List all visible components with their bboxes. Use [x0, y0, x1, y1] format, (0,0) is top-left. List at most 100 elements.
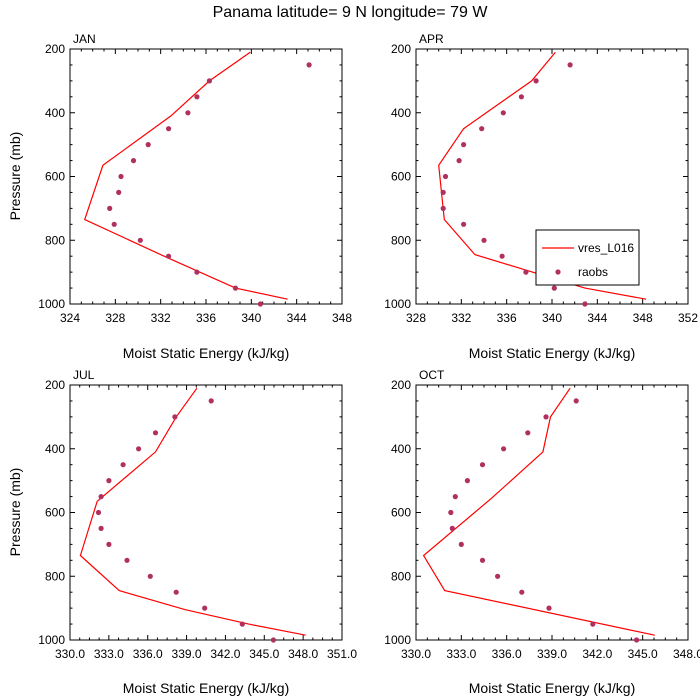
x-tick-label: 339.0	[537, 647, 567, 661]
data-point-raobs	[111, 221, 117, 227]
y-tick-label: 1000	[384, 633, 411, 647]
y-tick-label: 600	[391, 506, 411, 520]
x-tick-label: 348.0	[288, 647, 318, 661]
x-axis-title: Moist Static Energy (kJ/kg)	[123, 680, 290, 696]
data-point-raobs	[166, 253, 172, 259]
data-point-raobs	[456, 158, 462, 164]
data-point-raobs	[479, 557, 486, 563]
y-tick-label: 400	[391, 442, 411, 456]
x-tick-label: 344	[587, 311, 607, 325]
x-tick-label: 342.0	[210, 647, 240, 661]
x-tick-label: 348.0	[673, 647, 700, 661]
data-point-raobs	[152, 430, 159, 436]
data-point-raobs	[257, 301, 263, 307]
data-point-raobs	[519, 589, 525, 595]
x-axis-title: Moist Static Energy (kJ/kg)	[469, 680, 636, 696]
data-point-raobs	[448, 509, 454, 516]
data-point-raobs	[106, 541, 112, 548]
x-tick-label: 344	[287, 311, 307, 325]
y-tick-label: 600	[45, 170, 65, 184]
data-point-raobs	[440, 189, 446, 195]
data-point-raobs	[525, 430, 531, 436]
panel-label: JUL	[73, 368, 95, 382]
data-point-raobs	[107, 205, 113, 211]
data-point-raobs	[232, 285, 239, 291]
x-tick-label: 336	[497, 311, 517, 325]
data-point-raobs	[501, 446, 507, 452]
x-tick-label: 336.0	[492, 647, 522, 661]
data-point-raobs	[479, 126, 485, 132]
x-tick-label: 328	[105, 311, 125, 325]
series-line-vres-l016	[422, 387, 655, 636]
x-tick-label: 352	[678, 311, 698, 325]
x-tick-label: 348	[332, 311, 352, 325]
plot-frame	[415, 384, 689, 641]
data-point-raobs	[582, 301, 588, 307]
data-point-raobs	[239, 621, 245, 627]
data-point-raobs	[533, 78, 539, 84]
data-point-raobs	[573, 398, 579, 404]
data-point-raobs	[518, 94, 525, 100]
data-point-raobs	[185, 110, 191, 116]
data-point-raobs	[634, 637, 640, 643]
x-tick-label: 339.0	[172, 647, 202, 661]
data-point-raobs	[461, 221, 467, 227]
x-tick-label: 340	[542, 311, 562, 325]
data-point-raobs	[479, 462, 486, 468]
data-point-raobs	[166, 126, 172, 132]
panel-label: OCT	[419, 368, 445, 382]
panel-label: JAN	[73, 32, 96, 46]
y-tick-label: 400	[391, 106, 411, 120]
legend-point-swatch	[555, 269, 561, 275]
legend-box	[535, 229, 640, 286]
data-point-raobs	[551, 285, 557, 291]
x-tick-label: 336	[196, 311, 216, 325]
legend: vres_L016 raobs	[535, 229, 640, 286]
data-point-raobs	[546, 605, 552, 611]
data-point-raobs	[440, 205, 446, 211]
data-point-raobs	[461, 142, 467, 148]
y-tick-label: 400	[45, 106, 65, 120]
x-tick-label: 333.0	[446, 647, 476, 661]
y-tick-label: 200	[45, 378, 65, 392]
x-tick-label: 336.0	[133, 647, 163, 661]
x-tick-label: 348	[633, 311, 653, 325]
legend-label-obs: raobs	[578, 265, 608, 279]
data-point-raobs	[458, 541, 464, 548]
data-point-raobs	[194, 94, 200, 100]
data-point-raobs	[136, 446, 142, 452]
data-point-raobs	[523, 269, 529, 275]
x-tick-label: 332	[451, 311, 471, 325]
y-tick-label: 800	[45, 233, 65, 247]
data-point-raobs	[449, 525, 455, 532]
data-point-raobs	[202, 605, 208, 611]
data-point-raobs	[145, 142, 151, 148]
data-point-raobs	[124, 557, 130, 563]
data-point-raobs	[590, 621, 596, 627]
x-axis-title: Moist Static Energy (kJ/kg)	[123, 345, 290, 361]
data-point-raobs	[118, 173, 124, 180]
series-line-vres-l016	[79, 387, 306, 636]
data-point-raobs	[500, 110, 506, 116]
data-point-raobs	[98, 525, 104, 532]
plot-frame	[69, 48, 343, 305]
data-point-raobs	[306, 62, 312, 68]
page-title: Panama latitude= 9 N longitude= 79 W	[212, 4, 488, 21]
data-point-raobs	[137, 237, 143, 243]
data-point-raobs	[452, 494, 458, 500]
panel-label: APR	[419, 32, 444, 46]
x-tick-label: 333.0	[94, 647, 124, 661]
data-point-raobs	[499, 253, 505, 259]
x-axis-title: Moist Static Energy (kJ/kg)	[469, 345, 636, 361]
y-axis-title: Pressure (mb)	[7, 468, 23, 557]
data-point-raobs	[172, 414, 178, 420]
x-tick-label: 332	[151, 311, 171, 325]
x-tick-label: 328	[406, 311, 426, 325]
legend-label-model: vres_L016	[578, 241, 634, 255]
data-point-raobs	[173, 589, 179, 595]
y-axis-title: Pressure (mb)	[7, 132, 23, 221]
data-point-raobs	[208, 398, 214, 404]
y-tick-label: 800	[391, 569, 411, 583]
y-tick-label: 800	[45, 569, 65, 583]
